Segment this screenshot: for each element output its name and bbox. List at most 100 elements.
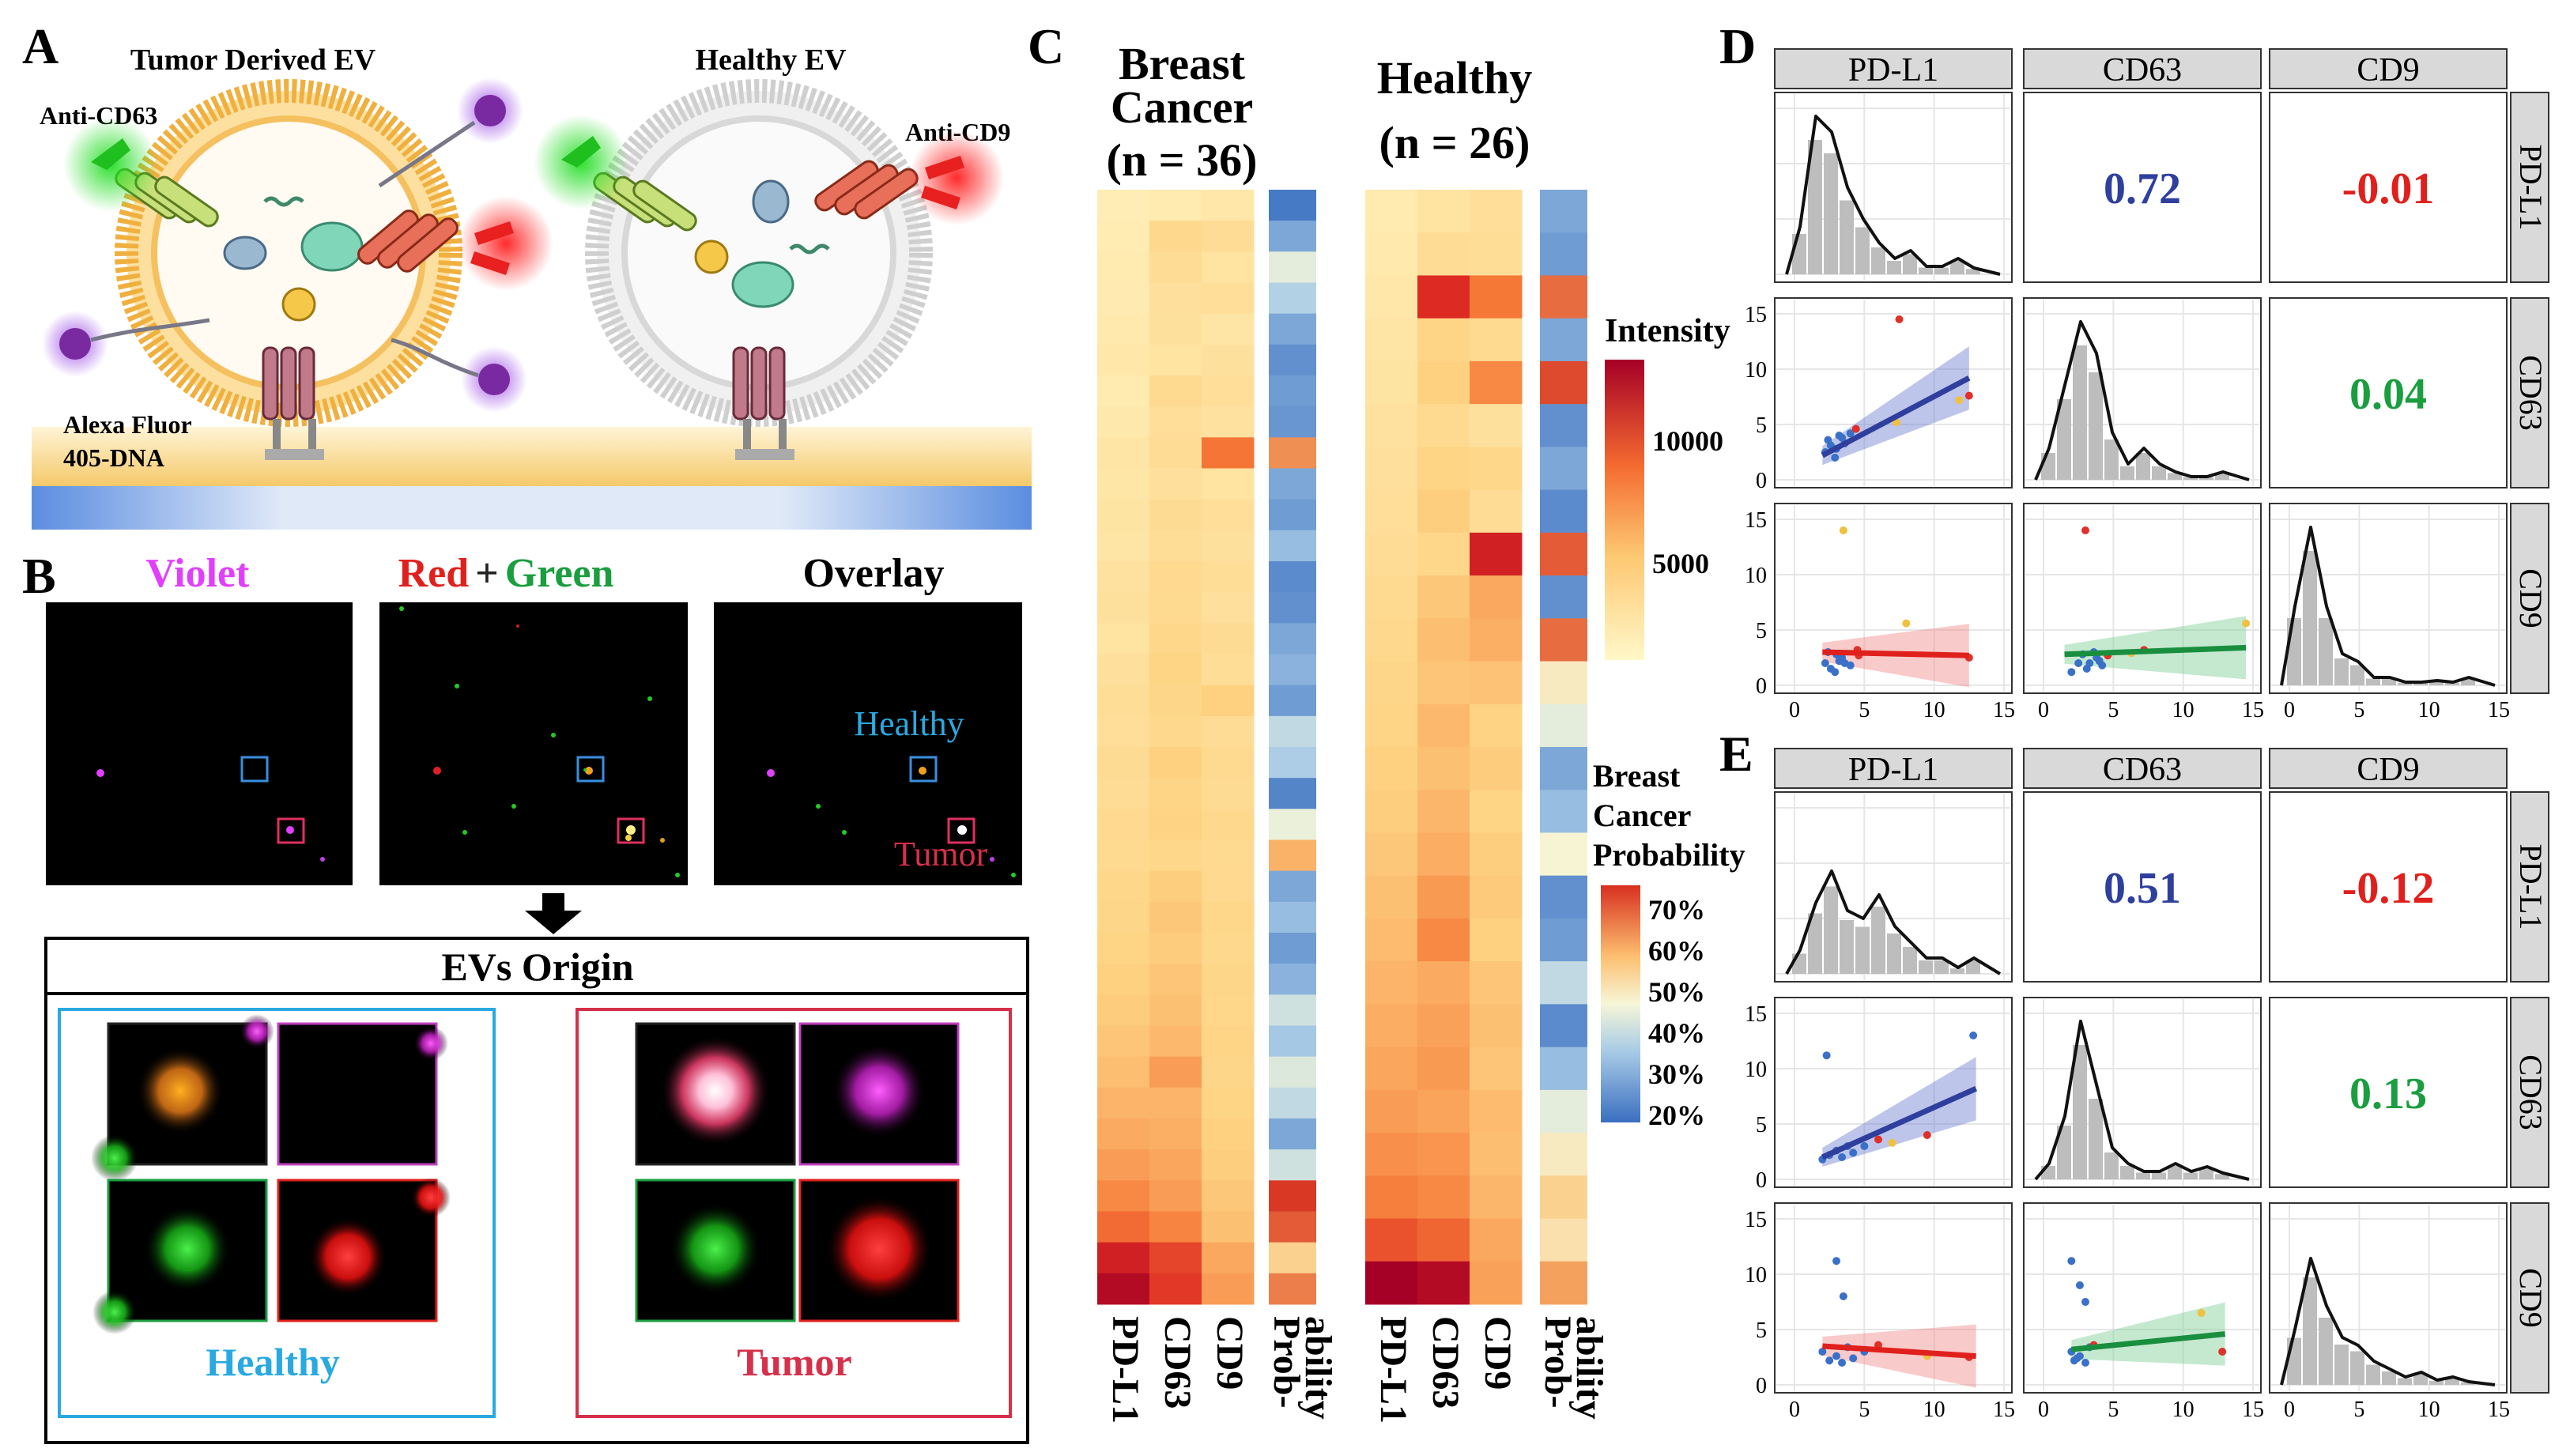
heatmap-cell	[1202, 839, 1255, 872]
heatmap-cell	[1097, 933, 1150, 964]
x-tick-label: 15	[2488, 1398, 2510, 1422]
healthy-title-2: (n = 26)	[1379, 117, 1530, 168]
probability-cell	[1540, 532, 1587, 576]
y-tick-label: 15	[1745, 303, 1767, 327]
y-tick-label: 0	[1756, 469, 1767, 493]
probability-cell	[1269, 685, 1316, 717]
scatter-point	[2075, 1281, 2084, 1289]
histogram-bar	[2398, 682, 2412, 685]
tumor-roi-box-3	[947, 817, 976, 844]
correlation-cell	[2269, 791, 2508, 983]
heatmap-cell	[1149, 499, 1202, 531]
heatmap-cell	[1149, 933, 1202, 964]
probability-cell	[1540, 1218, 1587, 1262]
heatmap-cell	[1365, 575, 1418, 619]
x-tick-label: 0	[2284, 1398, 2295, 1422]
probability-cell	[1269, 499, 1316, 531]
heatmap-cell	[1417, 961, 1470, 1005]
heatmap-cell	[1417, 1261, 1470, 1305]
prob-legend-3: Probability	[1593, 837, 1745, 873]
substrate-layer	[32, 427, 1032, 486]
intensity-colorbar	[1605, 360, 1644, 660]
heatmap-cell	[1365, 532, 1418, 576]
correlation-cell	[2269, 297, 2508, 488]
scatter-point	[1849, 1354, 1858, 1363]
x-tick-label: 5	[2353, 698, 2364, 722]
x-tick-label: 5	[2108, 698, 2119, 722]
healthy-roi-box-3	[909, 756, 938, 783]
prob-column-label: Prob-	[1537, 1316, 1579, 1408]
scatter-point	[1902, 619, 1911, 628]
heatmap-cell	[1097, 901, 1150, 934]
heatmap-cell	[1097, 1118, 1150, 1150]
facet-strip	[2269, 48, 2508, 89]
violet-channel-label: Violet	[146, 551, 251, 596]
probability-cell	[1269, 1273, 1316, 1305]
heatmap-cell	[1365, 661, 1418, 705]
heatmap-cell	[1417, 918, 1470, 962]
scatter-point	[2218, 1348, 2227, 1356]
scatter-point	[2081, 1359, 2089, 1367]
x-tick-label: 10	[2172, 1398, 2195, 1422]
heatmap-cell	[1365, 190, 1418, 233]
histogram-bar	[2215, 1174, 2229, 1179]
y-tick-label: 10	[1745, 358, 1767, 383]
heatmap-cell	[1417, 532, 1470, 576]
red-green-micrograph	[379, 602, 688, 885]
heatmap-cell	[1417, 1004, 1470, 1048]
confidence-band	[2071, 1302, 2225, 1366]
correlation-value: 0.51	[2104, 864, 2181, 913]
heatmap-cell	[1470, 661, 1523, 705]
healthy-roi-box-1	[240, 756, 269, 783]
heatmap-cell	[1365, 1261, 1418, 1305]
heatmap-cell	[1365, 447, 1418, 491]
heatmap-cell	[1470, 1047, 1523, 1091]
heatmap-cell	[1097, 870, 1150, 903]
histogram-bar	[2350, 665, 2364, 685]
heatmap-cell	[1097, 406, 1150, 438]
heatmap-cell	[1417, 575, 1470, 619]
heatmap-cell	[1097, 778, 1150, 809]
heatmap-cell	[1149, 870, 1202, 903]
scatter-point	[1846, 429, 1855, 438]
prob-column-label: Prob-	[1266, 1316, 1308, 1408]
probability-tick: 20%	[1648, 1100, 1705, 1131]
probability-ticks: 70% 60% 50% 40% 30% 20%	[1648, 894, 1705, 1131]
heatmap-cell	[1417, 875, 1470, 919]
heatmap-cell	[1097, 715, 1150, 748]
heatmap-cell	[1149, 809, 1202, 840]
histogram-bar	[2287, 1337, 2301, 1385]
panel-letter-b: B	[22, 548, 56, 604]
probability-cell	[1540, 703, 1587, 748]
x-tick-label: 10	[2172, 698, 2195, 722]
heatmap-cell	[1365, 875, 1418, 919]
intensity-legend-title: Intensity	[1605, 313, 1730, 349]
heatmap-cell	[1417, 1089, 1470, 1133]
scatter-point	[1851, 424, 1860, 433]
heatmap-cell	[1097, 1211, 1150, 1243]
histogram-bar	[2366, 678, 2380, 685]
x-tick-label: 15	[2242, 1398, 2264, 1422]
heatmap-cell	[1097, 530, 1150, 562]
tumor-roi-box-2	[617, 817, 645, 844]
healthy-title-1: Healthy	[1377, 52, 1533, 104]
probability-cell	[1269, 530, 1316, 562]
probability-tick: 50%	[1648, 976, 1705, 1008]
heatmap-cell	[1202, 1025, 1255, 1058]
healthy-ev-title: Healthy EV	[695, 43, 847, 77]
facet-side-strip	[2510, 1202, 2549, 1394]
heatmap-cell	[1417, 1175, 1470, 1220]
histogram-bar	[2168, 473, 2182, 480]
histogram-bar	[2073, 345, 2087, 480]
histogram-bar	[1840, 200, 1854, 274]
scatter-point	[2074, 659, 2083, 667]
heatmap-cell	[1417, 360, 1470, 405]
regression-line	[2064, 644, 2247, 658]
y-tick-label: 0	[1756, 1168, 1767, 1193]
histogram-bar	[2429, 1380, 2444, 1385]
heatmap-cell	[1202, 344, 1255, 376]
heatmap-cell	[1149, 561, 1202, 593]
histogram-bar	[2382, 1371, 2396, 1385]
histogram-bar	[2120, 466, 2134, 480]
